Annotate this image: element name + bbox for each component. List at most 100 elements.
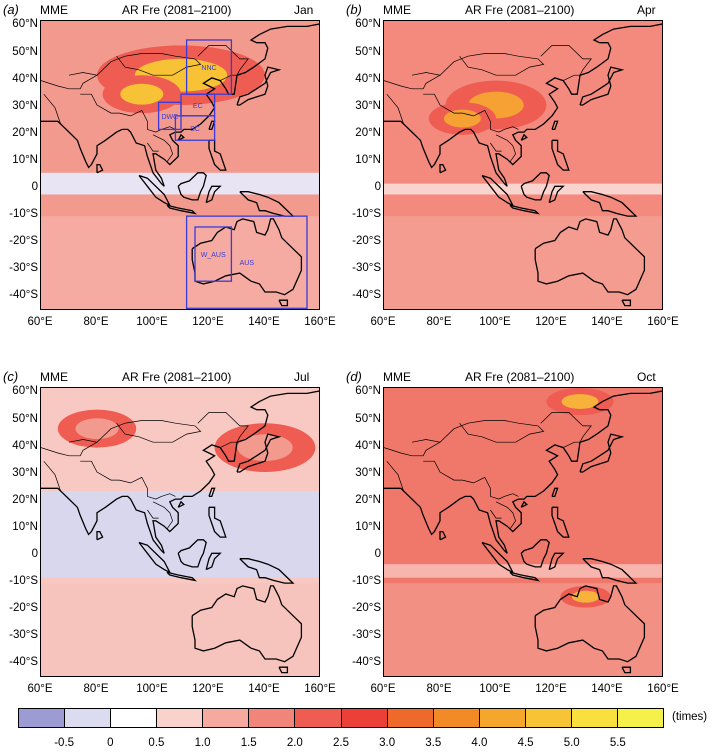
lat-tick-label: 0 bbox=[374, 181, 381, 194]
lat-tick-label: 30°N bbox=[12, 99, 38, 112]
coastline bbox=[138, 541, 172, 574]
colorbar-tick-label: 4.0 bbox=[471, 737, 488, 749]
country-border bbox=[439, 53, 545, 76]
coastline bbox=[534, 218, 646, 296]
country-border bbox=[386, 93, 404, 125]
lat-tick-label: 20°N bbox=[12, 493, 38, 506]
lat-tick-label: 40°N bbox=[355, 72, 381, 85]
region-label: DWC bbox=[161, 114, 178, 121]
colorbar-segment bbox=[65, 709, 112, 727]
country-border bbox=[540, 45, 592, 76]
country-border bbox=[147, 142, 159, 152]
coastline bbox=[138, 174, 172, 207]
lat-tick-label: 30°N bbox=[355, 466, 381, 479]
country-border bbox=[490, 142, 502, 152]
panel-model: MME bbox=[383, 3, 411, 17]
coastline bbox=[41, 390, 319, 554]
colorbar-tick-label: 3.5 bbox=[425, 737, 442, 749]
lon-tick-label: 160°E bbox=[647, 683, 679, 695]
coastline bbox=[551, 506, 570, 538]
lat-tick-label: 30°N bbox=[12, 466, 38, 479]
lat-tick-label: -30°S bbox=[9, 629, 38, 642]
country-border bbox=[563, 74, 580, 81]
country-border bbox=[423, 93, 519, 133]
lat-tick-label: -20°S bbox=[9, 235, 38, 248]
panel-label: (a) bbox=[3, 2, 19, 17]
lat-tick-label: 0 bbox=[31, 181, 38, 194]
coastline bbox=[384, 390, 662, 554]
colorbar-tick-label: 0 bbox=[107, 737, 114, 749]
lat-tick-label: -30°S bbox=[352, 629, 381, 642]
lat-tick-label: -10°S bbox=[9, 208, 38, 221]
panel-label: (d) bbox=[346, 369, 362, 384]
lon-tick-label: 60°E bbox=[370, 683, 396, 695]
coastline bbox=[177, 172, 207, 201]
lon-tick-label: 140°E bbox=[248, 316, 280, 328]
lat-tick-label: -40°S bbox=[9, 289, 38, 302]
lat-tick-label: 40°N bbox=[12, 439, 38, 452]
country-border bbox=[43, 460, 61, 492]
colorbar-segment bbox=[341, 709, 388, 727]
map-panel-oct: (d) MME AR Fre (2081–2100) Oct 60°N 50°N 40°N 3… bbox=[343, 367, 688, 727]
country-border bbox=[152, 134, 173, 163]
lat-tick-label: 60°N bbox=[12, 385, 38, 398]
lat-tick-label: 10°N bbox=[355, 153, 381, 166]
lat-tick-label: 10°N bbox=[12, 153, 38, 166]
lon-tick-label: 80°E bbox=[426, 683, 452, 695]
colorbar-segment bbox=[249, 709, 296, 727]
coastline bbox=[621, 299, 632, 307]
map-panel-jan: (a) MME AR Fre (2081–2100) Jan NNC EC DWC SC W_A… bbox=[0, 0, 345, 360]
map-panel-jul: (c) MME AR Fre (2081–2100) Jul 60°N 50°N 40°N 3… bbox=[0, 367, 345, 727]
country-border bbox=[495, 134, 516, 163]
colorbar bbox=[18, 708, 664, 728]
coastline bbox=[208, 506, 227, 538]
coastline bbox=[548, 552, 565, 571]
coastline bbox=[509, 204, 541, 215]
lat-tick-label: 60°N bbox=[12, 18, 38, 31]
colorbar-tick-label: 2.5 bbox=[333, 737, 349, 749]
coastline bbox=[579, 433, 625, 473]
coastline bbox=[208, 487, 216, 498]
field-south bbox=[384, 216, 662, 309]
colorbar-segment bbox=[618, 709, 664, 727]
region-box-sc bbox=[174, 115, 216, 141]
coastline bbox=[621, 666, 632, 674]
coastline bbox=[439, 163, 447, 174]
panel-month: Jan bbox=[294, 3, 314, 17]
region-label: EC bbox=[193, 103, 203, 110]
country-border bbox=[147, 509, 159, 519]
country-border bbox=[41, 72, 98, 90]
colorbar-segment bbox=[479, 709, 526, 727]
colorbar-tick-label: 5.5 bbox=[609, 737, 626, 749]
colorbar-segment bbox=[203, 709, 250, 727]
coastline bbox=[551, 487, 559, 498]
country-border bbox=[43, 93, 61, 125]
lat-tick-label: 50°N bbox=[355, 45, 381, 58]
lon-tick-label: 120°E bbox=[535, 316, 567, 328]
coastline bbox=[166, 204, 198, 215]
coastline bbox=[509, 571, 541, 582]
lat-tick-label: 50°N bbox=[12, 45, 38, 58]
country-border bbox=[386, 460, 404, 492]
region-box-w-aus bbox=[194, 226, 233, 282]
lat-tick-label: -40°S bbox=[352, 656, 381, 669]
coastline bbox=[177, 133, 185, 141]
country-border bbox=[563, 441, 580, 448]
colorbar-unit: (times) bbox=[672, 711, 708, 723]
map-area: NNC EC DWC SC W_AUS AUS bbox=[40, 20, 320, 310]
country-border bbox=[96, 53, 202, 76]
coastline bbox=[481, 541, 515, 574]
country-border bbox=[197, 45, 249, 76]
panel-model: MME bbox=[383, 370, 411, 384]
lat-tick-label: -40°S bbox=[352, 289, 381, 302]
coastline bbox=[236, 433, 282, 473]
coastline bbox=[520, 133, 528, 141]
lat-tick-label: -30°S bbox=[352, 262, 381, 275]
lat-tick-label: 10°N bbox=[355, 520, 381, 533]
colorbar-segment bbox=[19, 709, 66, 727]
country-border bbox=[220, 441, 237, 448]
colorbar-segment bbox=[157, 709, 204, 727]
coastline bbox=[177, 539, 207, 568]
field-maximum-core bbox=[120, 83, 164, 105]
lon-tick-label: 80°E bbox=[83, 316, 109, 328]
